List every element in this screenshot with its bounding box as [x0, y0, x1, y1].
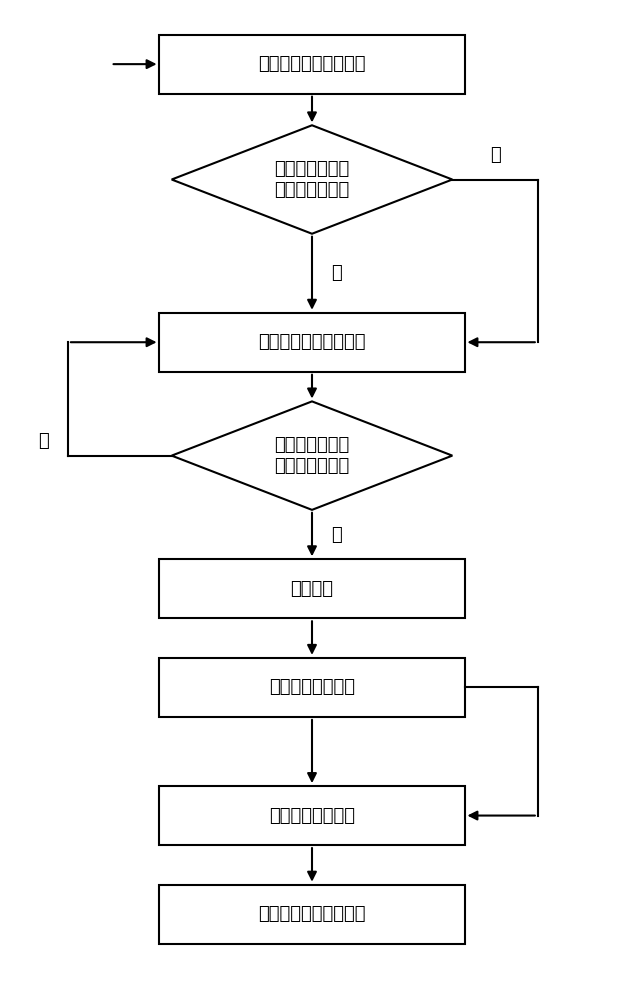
Polygon shape — [172, 401, 452, 510]
Text: 否: 否 — [331, 264, 342, 282]
Text: 是: 是 — [38, 432, 49, 450]
Text: 是: 是 — [490, 146, 500, 164]
Text: 比较波谱目标函数: 比较波谱目标函数 — [269, 807, 355, 825]
Text: 调整矩形耦合区域长度: 调整矩形耦合区域长度 — [258, 333, 366, 351]
Bar — [160, 559, 464, 618]
Text: 否: 否 — [331, 526, 342, 544]
Bar — [160, 658, 464, 717]
Text: 传输分析: 传输分析 — [291, 580, 333, 598]
Text: 矩形耦合区域尺寸参数: 矩形耦合区域尺寸参数 — [258, 905, 366, 923]
Text: 计算波谱目标函数: 计算波谱目标函数 — [269, 678, 355, 696]
Text: 调整矩形耦合区域宽度: 调整矩形耦合区域宽度 — [258, 55, 366, 73]
Bar — [160, 313, 464, 372]
Bar — [160, 786, 464, 845]
Polygon shape — [172, 125, 452, 234]
Text: 矩形耦合区域长
度大于最大长度: 矩形耦合区域长 度大于最大长度 — [275, 436, 349, 475]
Bar — [160, 35, 464, 94]
Bar — [160, 885, 464, 944]
Text: 矩形耦合区域宽
度大于最大宽度: 矩形耦合区域宽 度大于最大宽度 — [275, 160, 349, 199]
